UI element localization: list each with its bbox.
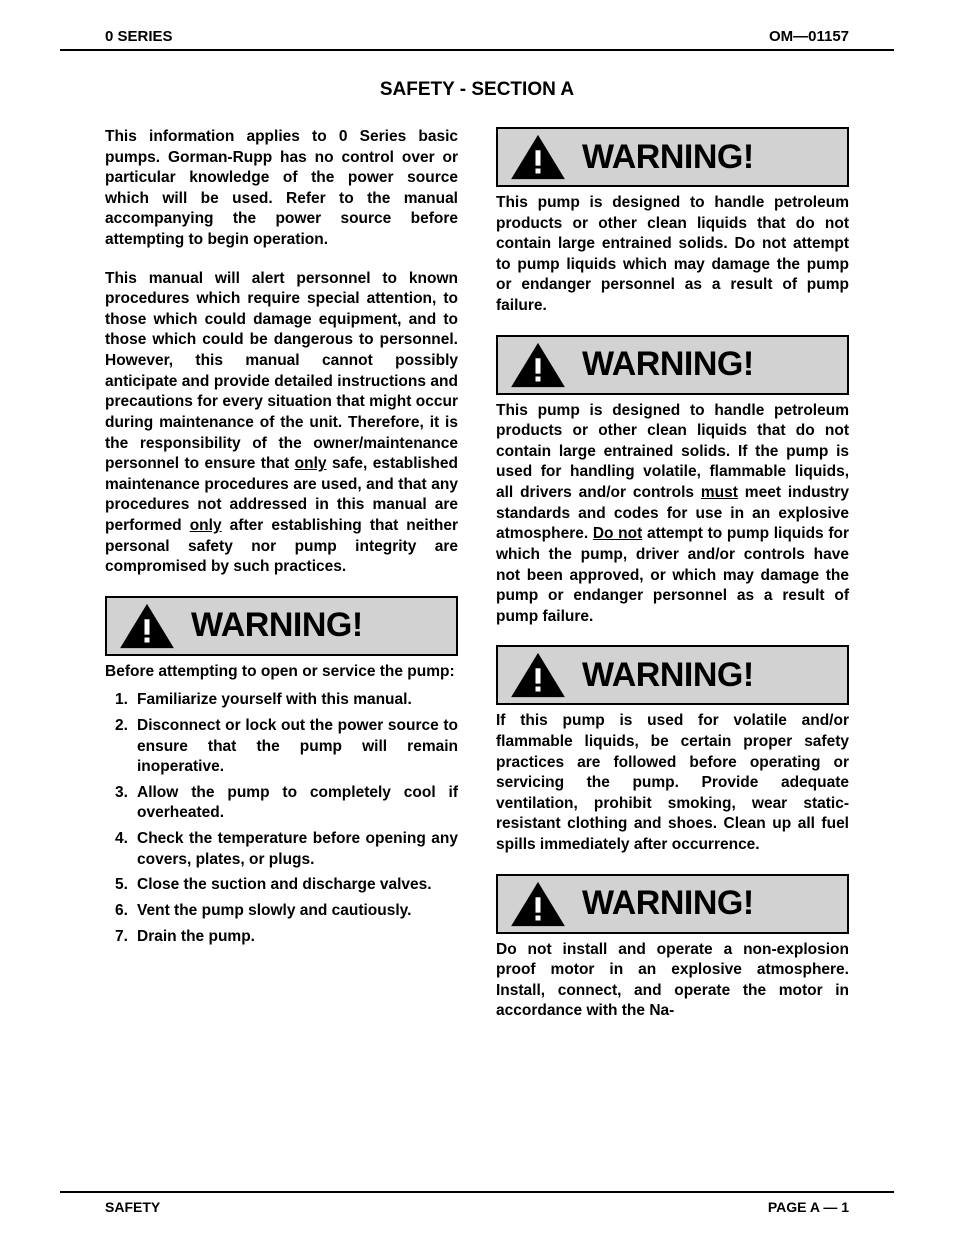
warning-label: WARNING! xyxy=(582,884,754,923)
warning-triangle-icon xyxy=(508,133,568,181)
warning-triangle-icon xyxy=(117,602,177,650)
w2-underline-1: must xyxy=(701,484,738,501)
step-6: Vent the pump slowly and cautiously. xyxy=(137,901,458,922)
warning-box-right-3: WARNING! xyxy=(496,645,849,705)
content-columns: This information applies to 0 Series bas… xyxy=(60,127,894,1022)
section-title: SAFETY - SECTION A xyxy=(60,79,894,101)
before-service-intro: Before attempting to open or service the… xyxy=(105,662,458,683)
page-header: 0 SERIES OM—01157 xyxy=(60,28,894,49)
header-left: 0 SERIES xyxy=(105,28,173,45)
step-7: Drain the pump. xyxy=(137,927,458,948)
warning-triangle-icon xyxy=(508,341,568,389)
warning-text-2: This pump is designed to handle petroleu… xyxy=(496,401,849,628)
step-2: Disconnect or lock out the power source … xyxy=(137,716,458,778)
warning-box-right-4: WARNING! xyxy=(496,874,849,934)
footer-rule xyxy=(60,1191,894,1193)
p2-seg-a: This manual will alert personnel to know… xyxy=(105,270,458,472)
step-4: Check the temperature before opening any… xyxy=(137,829,458,870)
header-right: OM—01157 xyxy=(769,28,849,45)
right-column: WARNING! This pump is designed to handle… xyxy=(496,127,849,1022)
intro-paragraph-2: This manual will alert personnel to know… xyxy=(105,269,458,578)
warning-text-3: If this pump is used for volatile and/or… xyxy=(496,711,849,855)
warning-label: WARNING! xyxy=(191,606,363,645)
warning-label: WARNING! xyxy=(582,656,754,695)
service-steps-list: Familiarize yourself with this manual. D… xyxy=(105,690,458,947)
p2-underline-1: only xyxy=(295,455,327,472)
warning-box-right-2: WARNING! xyxy=(496,335,849,395)
warning-box-right-1: WARNING! xyxy=(496,127,849,187)
step-1: Familiarize yourself with this manual. xyxy=(137,690,458,711)
page-footer: SAFETY PAGE A — 1 xyxy=(105,1199,849,1215)
p2-underline-2: only xyxy=(190,517,222,534)
left-column: This information applies to 0 Series bas… xyxy=(105,127,458,1022)
warning-label: WARNING! xyxy=(582,138,754,177)
step-5: Close the suction and discharge valves. xyxy=(137,875,458,896)
w2-underline-2: Do not xyxy=(593,525,642,542)
footer-left: SAFETY xyxy=(105,1199,160,1215)
header-rule xyxy=(60,49,894,51)
warning-text-1: This pump is designed to handle petroleu… xyxy=(496,193,849,317)
warning-box-left-1: WARNING! xyxy=(105,596,458,656)
warning-triangle-icon xyxy=(508,880,568,928)
warning-triangle-icon xyxy=(508,651,568,699)
warning-text-4: Do not install and operate a non-explosi… xyxy=(496,940,849,1022)
intro-paragraph-1: This information applies to 0 Series bas… xyxy=(105,127,458,251)
footer-right: PAGE A — 1 xyxy=(768,1199,849,1215)
warning-label: WARNING! xyxy=(582,345,754,384)
step-3: Allow the pump to completely cool if ove… xyxy=(137,783,458,824)
